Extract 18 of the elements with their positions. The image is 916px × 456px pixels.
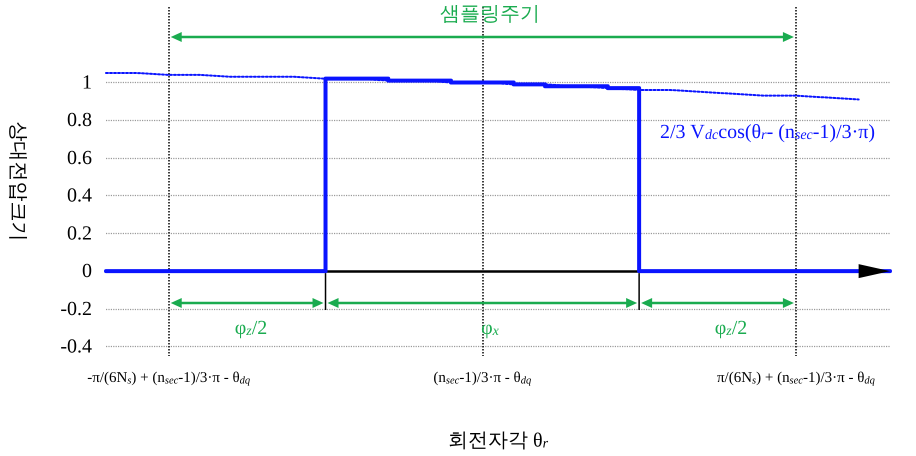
- annotation: 2/3 Vdccos(θr- (nsec-1)/3·π): [660, 121, 876, 143]
- annotation: φz/2: [234, 317, 268, 339]
- x-tick-label: (nsec-1)/3·π - θdq: [433, 370, 532, 386]
- annotation: φz/2: [714, 317, 748, 339]
- annotation: 샘플링주기: [440, 3, 540, 25]
- x-tick-label: -π/(6Ns) + (nsec-1)/3·π - θdq: [87, 370, 250, 386]
- annotation: φx: [481, 317, 500, 339]
- y-tick-label: 0.2: [67, 222, 92, 244]
- y-tick-label: -0.4: [60, 336, 92, 358]
- y-tick-label: 0.6: [67, 146, 92, 169]
- y-tick-label: -0.2: [60, 298, 92, 320]
- x-axis-title: 회전자각 θr: [448, 430, 549, 452]
- x-tick-label: π/(6Ns) + (nsec-1)/3·π - θdq: [716, 370, 875, 386]
- y-axis-title: 상대전압크기: [7, 122, 29, 242]
- y-tick-label: 1: [82, 71, 92, 94]
- y-tick-label: 0.8: [67, 109, 92, 132]
- y-tick-label: 0: [82, 260, 92, 282]
- y-tick-label: 0.4: [67, 184, 92, 207]
